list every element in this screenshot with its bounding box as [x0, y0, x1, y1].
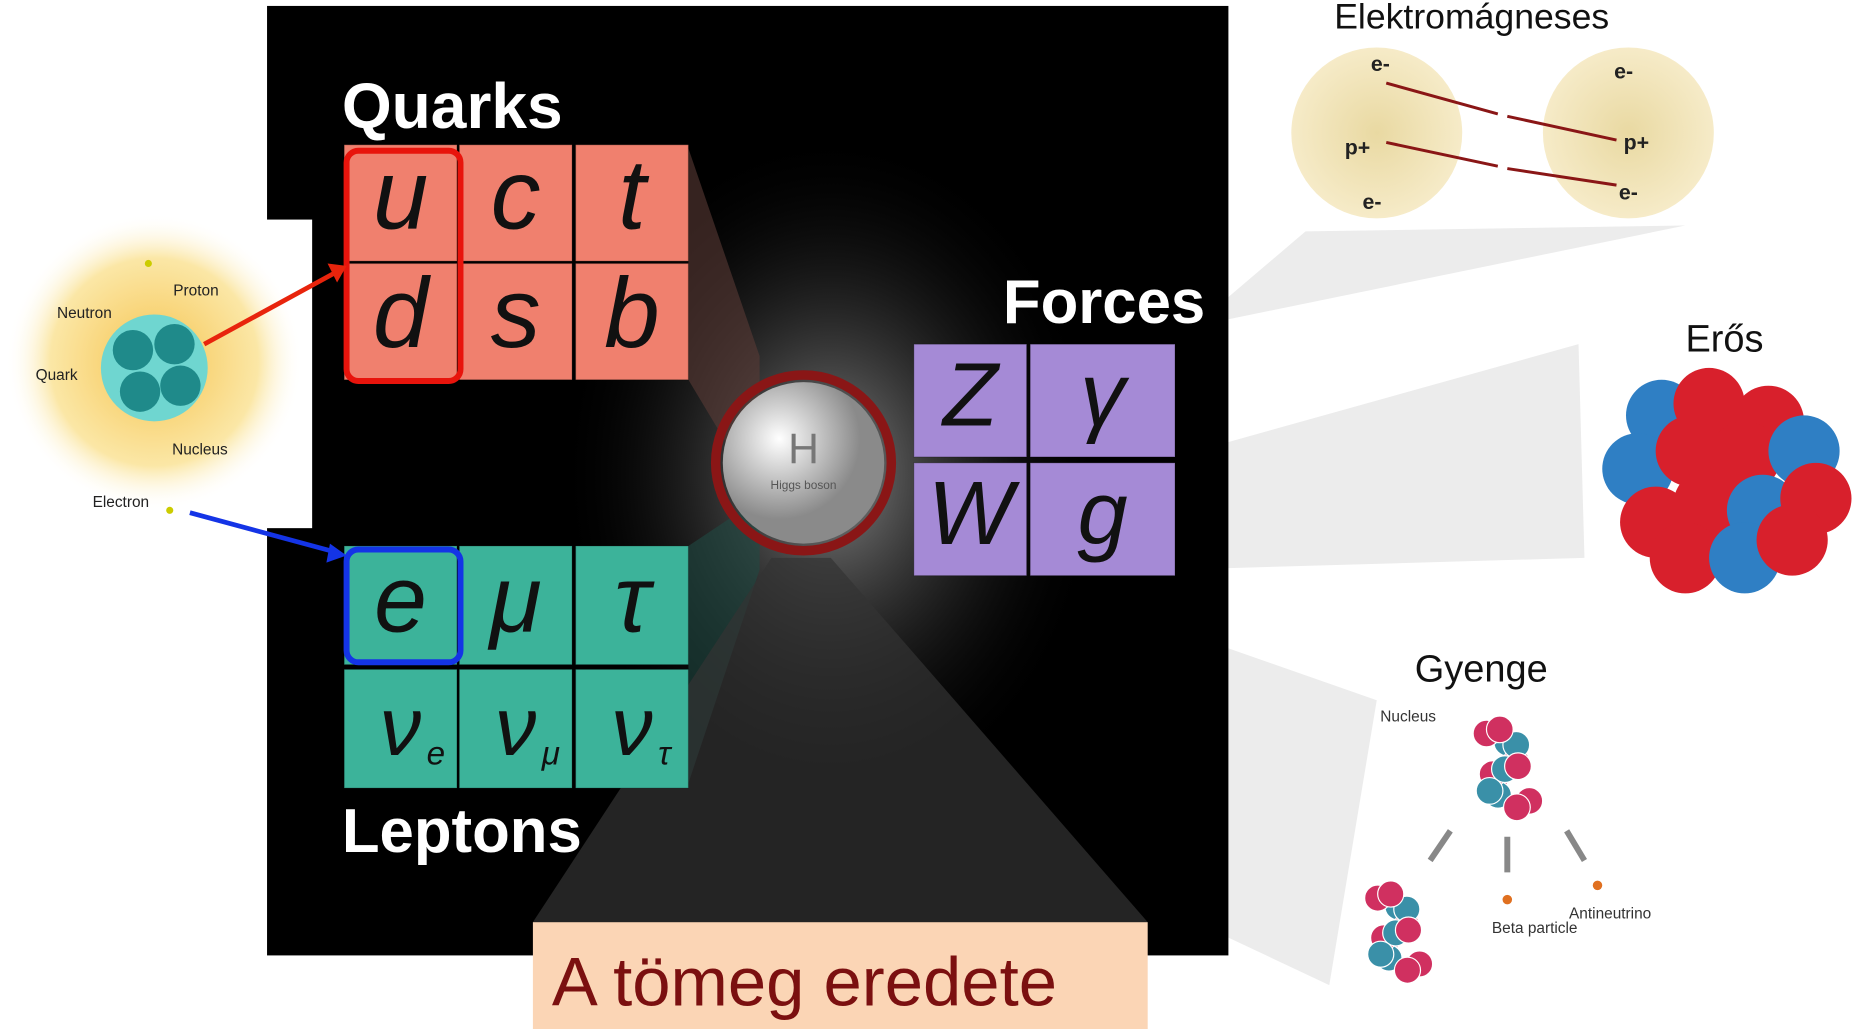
particle-subscript: μ: [541, 735, 560, 772]
electron: [166, 507, 173, 514]
wedge: [1175, 344, 1584, 570]
weak-label: Beta particle: [1492, 920, 1578, 937]
charge-label: e-: [1614, 59, 1633, 83]
particle-symbol: g: [1078, 463, 1128, 564]
em-title: Elektromágneses: [1334, 0, 1609, 36]
particle-symbol: b: [604, 258, 659, 369]
atom-label: Proton: [173, 283, 218, 300]
particle-symbol: γ: [1080, 344, 1130, 445]
electron: [145, 260, 152, 267]
charge-label: e-: [1363, 190, 1382, 214]
wedge: [1187, 226, 1685, 333]
weak-arrows: [1430, 831, 1584, 873]
atom-label: Quark: [36, 367, 78, 384]
higgs-symbol: H: [788, 425, 819, 473]
particle-subscript: e: [427, 735, 445, 772]
particle-symbol: Z: [941, 344, 1001, 445]
particle-symbol: t: [618, 140, 650, 251]
leptons-title: Leptons: [342, 797, 582, 866]
strong-title: Erős: [1685, 318, 1763, 360]
particle-symbol: τ: [614, 546, 655, 652]
beta: [1503, 895, 1512, 904]
nucleon: [1486, 716, 1513, 743]
weak-label: Antineutrino: [1569, 906, 1651, 923]
antineutrino: [1593, 881, 1602, 890]
higgs-label: Higgs boson: [771, 478, 837, 492]
particle-symbol: s: [491, 258, 541, 369]
nucleon: [1394, 957, 1420, 983]
particle-symbol: e: [374, 546, 427, 652]
particle-symbol: W: [928, 463, 1021, 564]
particle-symbol: ν: [611, 680, 653, 773]
nucleon: [1505, 753, 1532, 780]
particle-symbol: c: [491, 140, 541, 251]
atom-label: Nucleus: [172, 442, 228, 459]
nucleon: [1368, 941, 1394, 967]
charge-label: p+: [1624, 131, 1650, 155]
particle-symbol: μ: [488, 546, 542, 652]
particle-symbol: ν: [380, 680, 422, 773]
nucleon: [1504, 794, 1531, 821]
charge-label: p+: [1345, 135, 1371, 159]
nucleon: [1476, 778, 1503, 805]
charge-label: e-: [1371, 52, 1390, 76]
slide: uctdsbeμτνeνμντZγWg Quarks Forces Lepton…: [0, 0, 1861, 1029]
weak-title: Gyenge: [1415, 648, 1548, 690]
particle-symbol: d: [373, 258, 432, 369]
particle-symbol: ν: [495, 680, 537, 773]
charge-label: e-: [1619, 180, 1638, 204]
forces-title: Forces: [1003, 268, 1205, 337]
atom-label: Neutron: [57, 305, 112, 322]
particle-symbol: u: [373, 140, 428, 251]
quarks-title: Quarks: [342, 70, 563, 142]
nucleon: [1378, 881, 1404, 907]
weak-label: Nucleus: [1380, 709, 1436, 726]
caption: A tömeg eredete: [552, 943, 1057, 1020]
nucleon: [1757, 504, 1828, 575]
atom-label: Electron: [93, 494, 150, 511]
nucleon: [1395, 917, 1421, 943]
